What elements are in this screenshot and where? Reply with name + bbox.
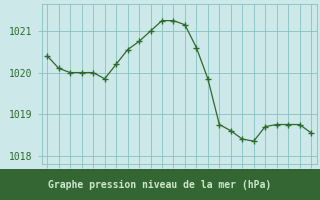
Text: Graphe pression niveau de la mer (hPa): Graphe pression niveau de la mer (hPa) [48,179,272,190]
